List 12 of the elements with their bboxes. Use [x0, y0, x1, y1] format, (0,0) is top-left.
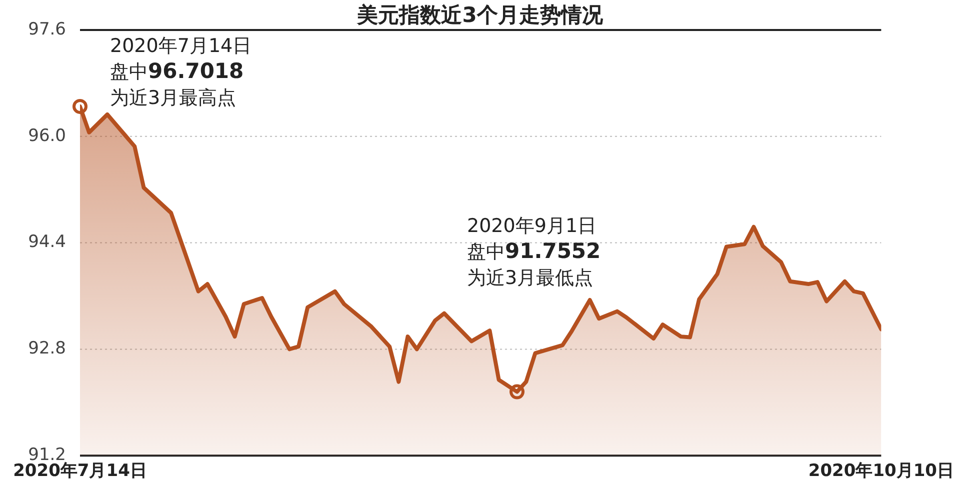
annotation: 2020年7月14日: [110, 35, 252, 57]
annotation: 为近3月最高点: [110, 87, 236, 109]
annotation: 盘中91.7552: [467, 238, 601, 263]
x-tick-label: 2020年10月10日: [808, 461, 954, 482]
y-tick-label: 96.0: [28, 126, 66, 146]
y-tick-label: 97.6: [28, 19, 66, 40]
y-tick-label: 92.8: [28, 338, 66, 359]
chart-title: 美元指数近3个月走势情况: [357, 3, 603, 27]
y-tick-label: 94.4: [28, 232, 66, 252]
annotation: 2020年9月1日: [467, 214, 597, 237]
annotation: 盘中96.7018: [110, 59, 244, 83]
annotation: 为近3月最低点: [467, 266, 594, 289]
